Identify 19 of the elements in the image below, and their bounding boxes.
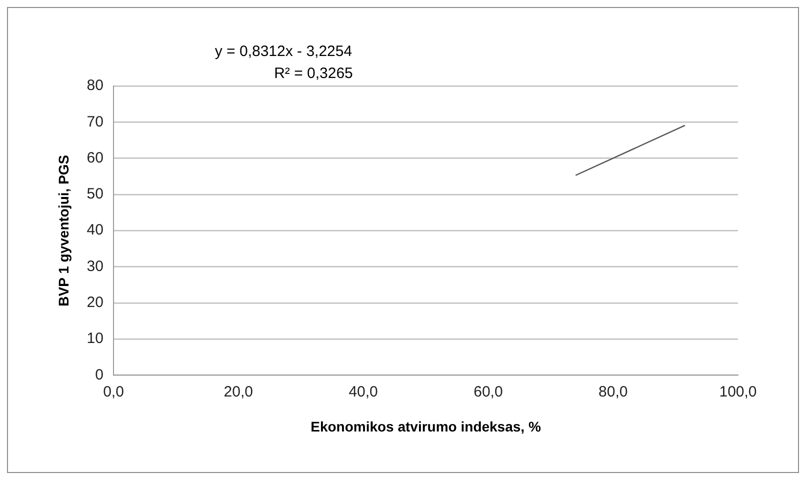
x-tick-label: 40,0 (348, 383, 378, 400)
y-tick-label: 10 (86, 330, 104, 348)
x-tick-label: 100,0 (719, 383, 757, 400)
y-tick-label: 20 (86, 294, 104, 312)
y-tick-label: 50 (86, 186, 104, 203)
y-tick-label: 30 (86, 258, 104, 275)
text: y = 0,8312x - 3,2254 (214, 43, 352, 60)
x-tick-label: 20,0 (224, 383, 253, 400)
x-tick-label: 0,0 (103, 383, 124, 400)
x-tick-label: 80,0 (598, 383, 628, 400)
y-tick-label: 40 (86, 222, 104, 239)
y-tick-label: 60 (86, 149, 104, 166)
x-axis-title: Ekonomikos atvirumo indeksas, % (310, 418, 542, 434)
text: R² = 0,3265 (274, 65, 353, 82)
x-tick-label: 60,0 (474, 383, 503, 400)
y-axis-title: BVP 1 gyventojui, PGS (55, 154, 72, 306)
y-tick-label: 0 (95, 366, 104, 384)
y-tick-label: 80 (86, 77, 104, 94)
y-tick-label: 70 (86, 113, 104, 130)
